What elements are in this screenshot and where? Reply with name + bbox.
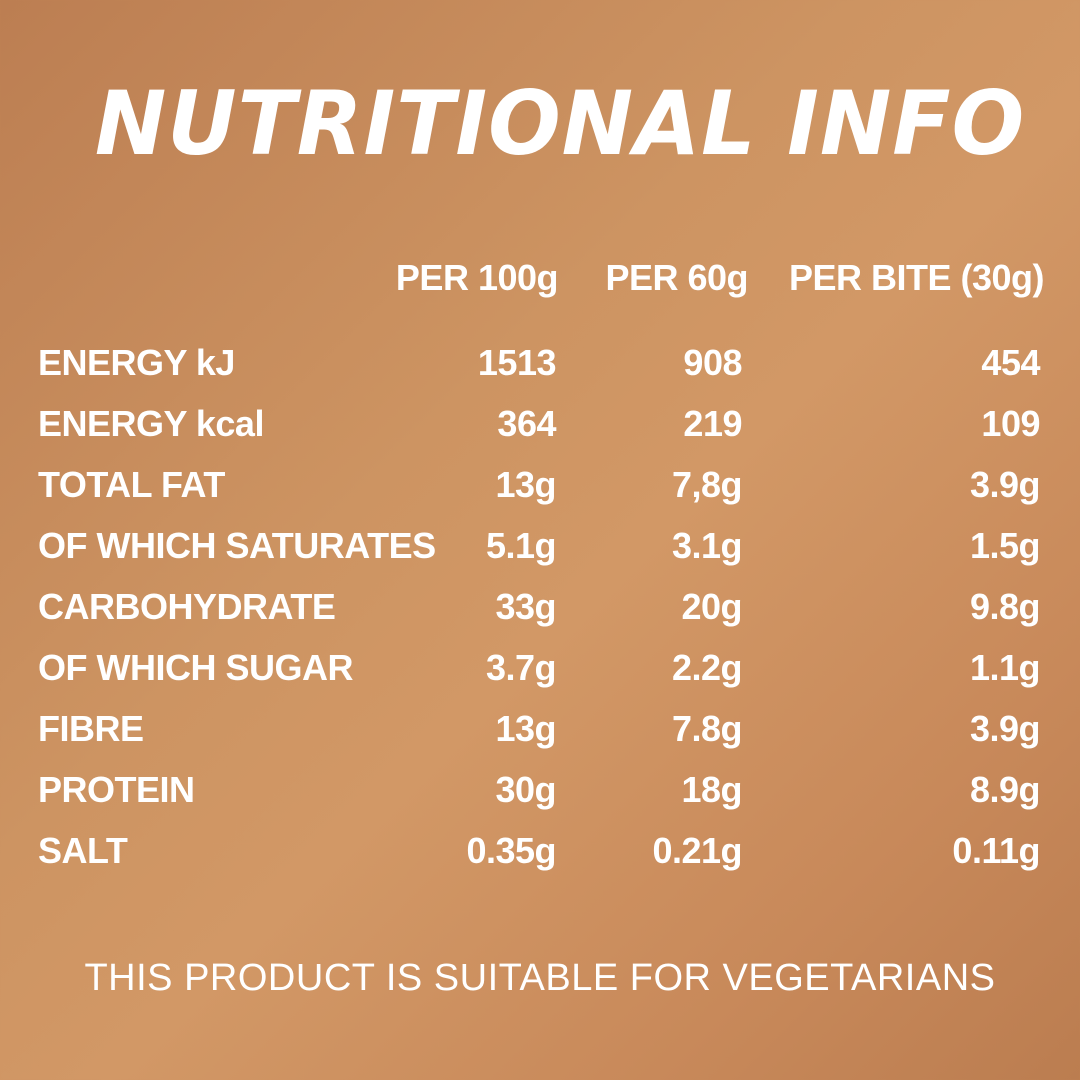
column-header-per-bite: PER BITE (30g) (788, 257, 1045, 298)
table-row: CARBOHYDRATE 33g 20g 9.8g (0, 576, 1080, 637)
value-per-60g: 3.1g (671, 525, 743, 566)
value-per-100g: 1513 (477, 342, 557, 383)
nutrient-label: CARBOHYDRATE (38, 586, 336, 627)
column-header-per-60g: PER 60g (605, 257, 748, 298)
nutrient-label: OF WHICH SATURATES (38, 525, 436, 566)
nutrient-label: ENERGY kcal (38, 403, 264, 444)
value-per-100g: 33g (495, 586, 556, 627)
table-row: TOTAL FAT 13g 7,8g 3.9g (0, 454, 1080, 515)
table-row: SALT 0.35g 0.21g 0.11g (0, 820, 1080, 881)
table-row: PROTEIN 30g 18g 8.9g (0, 759, 1080, 820)
value-per-bite: 1.5g (969, 525, 1041, 566)
value-per-100g: 364 (497, 403, 556, 444)
value-per-60g: 7,8g (671, 464, 743, 505)
value-per-60g: 7.8g (671, 708, 743, 749)
vegetarian-notice: THIS PRODUCT IS SUITABLE FOR VEGETARIANS (84, 957, 996, 999)
value-per-60g: 2.2g (671, 647, 743, 688)
value-per-bite: 3.9g (969, 708, 1041, 749)
nutrient-label: PROTEIN (38, 769, 195, 810)
table-row: ENERGY kcal 364 219 109 (0, 393, 1080, 454)
value-per-100g: 30g (495, 769, 556, 810)
value-per-bite: 0.11g (952, 830, 1040, 871)
value-per-bite: 109 (981, 403, 1040, 444)
table-row: OF WHICH SUGAR 3.7g 2.2g 1.1g (0, 637, 1080, 698)
page-title: NUTRITIONAL INFO (94, 72, 1026, 175)
table-row: FIBRE 13g 7.8g 3.9g (0, 698, 1080, 759)
nutrient-label: SALT (38, 830, 128, 871)
nutrition-table: ENERGY kJ 1513 908 454 ENERGY kcal 364 2… (0, 332, 1080, 881)
table-row: ENERGY kJ 1513 908 454 (0, 332, 1080, 393)
nutrient-label: FIBRE (38, 708, 144, 749)
value-per-bite: 3.9g (969, 464, 1041, 505)
value-per-bite: 8.9g (969, 769, 1041, 810)
table-row: OF WHICH SATURATES 5.1g 3.1g 1.5g (0, 515, 1080, 576)
value-per-60g: 20g (681, 586, 742, 627)
value-per-60g: 908 (683, 342, 742, 383)
value-per-100g: 5.1g (485, 525, 557, 566)
value-per-100g: 13g (495, 464, 556, 505)
column-header-per-100g: PER 100g (395, 257, 559, 298)
value-per-bite: 454 (981, 342, 1040, 383)
value-per-bite: 9.8g (969, 586, 1041, 627)
nutrient-label: OF WHICH SUGAR (38, 647, 353, 688)
nutrient-label: ENERGY kJ (38, 342, 235, 383)
value-per-60g: 18g (681, 769, 742, 810)
value-per-60g: 219 (683, 403, 742, 444)
value-per-60g: 0.21g (652, 830, 742, 871)
value-per-100g: 13g (495, 708, 556, 749)
value-per-bite: 1.1g (969, 647, 1041, 688)
nutrient-label: TOTAL FAT (38, 464, 225, 505)
value-per-100g: 3.7g (485, 647, 557, 688)
value-per-100g: 0.35g (466, 830, 556, 871)
